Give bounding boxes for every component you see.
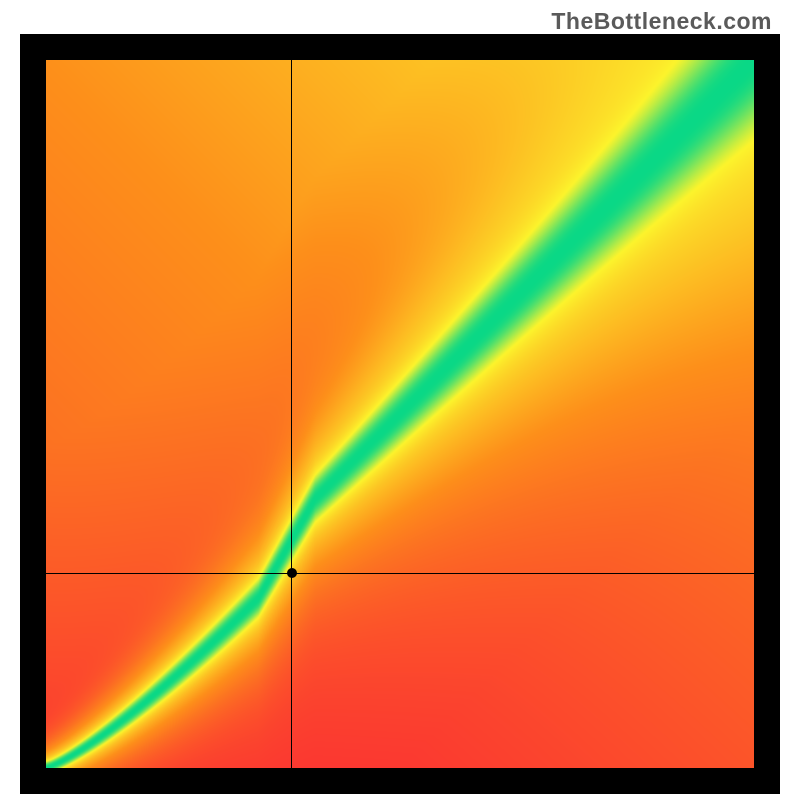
crosshair-horizontal (46, 573, 754, 574)
watermark-text: TheBottleneck.com (551, 8, 772, 35)
bottleneck-heatmap (46, 60, 754, 768)
frame-right (754, 34, 780, 794)
crosshair-dot (287, 568, 297, 578)
frame-bottom (20, 768, 780, 794)
crosshair-vertical (291, 60, 292, 768)
frame-left (20, 34, 46, 794)
frame-top (20, 34, 780, 60)
